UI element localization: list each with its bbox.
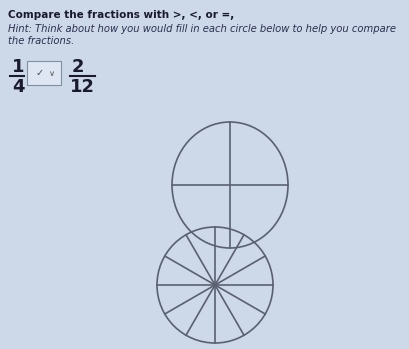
Text: 1: 1 — [12, 58, 25, 76]
Text: 12: 12 — [70, 78, 95, 96]
Text: ✓: ✓ — [36, 68, 44, 78]
Text: the fractions.: the fractions. — [8, 36, 74, 46]
Text: ∨: ∨ — [49, 68, 55, 77]
Text: 2: 2 — [72, 58, 84, 76]
Text: Compare the fractions with >, <, or =,: Compare the fractions with >, <, or =, — [8, 10, 234, 20]
Text: 4: 4 — [12, 78, 25, 96]
FancyBboxPatch shape — [27, 61, 61, 85]
Text: Hint: Think about how you would fill in each circle below to help you compare: Hint: Think about how you would fill in … — [8, 24, 395, 34]
